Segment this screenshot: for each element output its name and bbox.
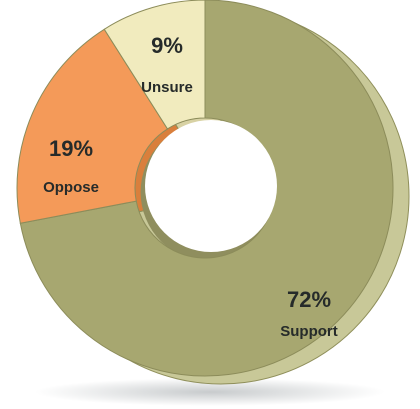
donut-hole xyxy=(145,120,277,252)
label-name-support: Support xyxy=(280,323,338,340)
chart-floor-shadow xyxy=(35,378,385,406)
slice-unsure xyxy=(103,0,206,130)
label-pct-oppose: 19% xyxy=(49,136,93,161)
slice-oppose xyxy=(16,28,169,224)
slice-tops xyxy=(16,0,394,377)
label-pct-unsure: 9% xyxy=(151,33,183,58)
label-name-unsure: Unsure xyxy=(141,79,193,96)
slice-labels: 9% Unsure 19% Oppose 72% Support xyxy=(43,33,338,340)
label-name-oppose: Oppose xyxy=(43,179,99,196)
label-pct-support: 72% xyxy=(287,287,331,312)
